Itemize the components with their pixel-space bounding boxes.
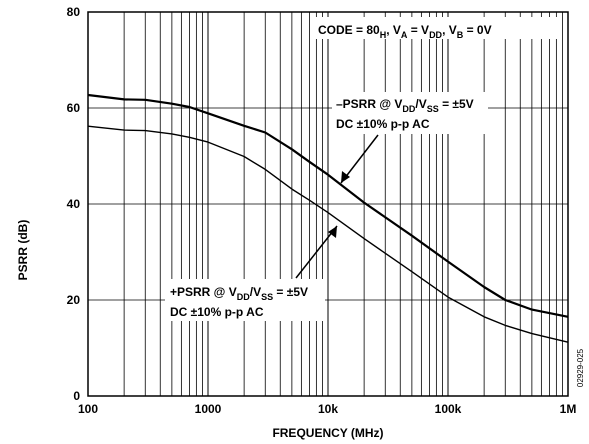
code-annotation-bg [313,17,561,39]
pos-psrr-annotation-line2: DC ±10% p-p AC [170,305,264,319]
tick-labels: 100 1000 10k 100k 1M 0 20 40 60 80 [67,5,577,416]
series-lines [87,93,569,343]
y-tick-label: 60 [67,101,81,115]
y-axis-title: PSRR (dB) [16,220,30,281]
grid-lines [88,12,568,396]
pos-psrr-arrow [295,225,338,279]
neg-psrr-annotation-bg [332,92,488,134]
series-pos-psrr-line [87,125,569,343]
series-neg-psrr-line [87,93,569,318]
figure-id: 02929-025 [576,348,585,387]
y-tick-label: 40 [67,197,81,211]
y-tick-label: 0 [73,389,80,403]
x-tick-label: 100 [78,402,98,416]
neg-psrr-arrowhead [341,171,350,183]
x-tick-label: 1M [560,402,577,416]
x-tick-label: 1000 [195,402,222,416]
pos-psrr-annotation-bg [165,279,325,321]
neg-psrr-annotation-line2: DC ±10% p-p AC [336,117,430,131]
x-axis-title: FREQUENCY (MHz) [272,426,383,440]
code-annotation: CODE = 80H, VA = VDD, VB = 0V [318,23,492,40]
plot-frame [87,11,569,397]
y-tick-label: 20 [67,293,81,307]
neg-psrr-annotation-line1: –PSRR @ VDD/VSS = ±5V [336,97,474,114]
x-tick-label: 10k [318,402,338,416]
pos-psrr-annotation-line1: +PSRR @ VDD/VSS = ±5V [170,285,308,302]
x-tick-label: 100k [435,402,462,416]
y-tick-label: 80 [67,5,81,19]
pos-psrr-arrowhead [328,226,337,238]
